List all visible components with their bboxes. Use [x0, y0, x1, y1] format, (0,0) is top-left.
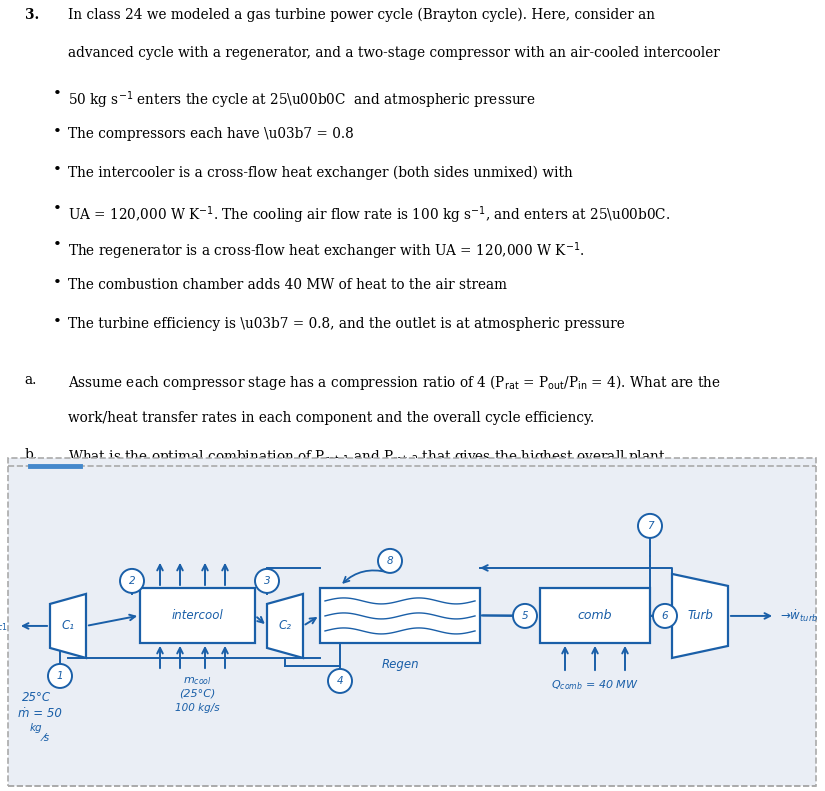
Text: b.: b.: [25, 448, 38, 461]
Text: The turbine efficiency is \u03b7 = 0.8, and the outlet is at atmospheric pressur: The turbine efficiency is \u03b7 = 0.8, …: [68, 316, 625, 331]
Text: →ẇ$_{turb}$: →ẇ$_{turb}$: [780, 607, 818, 624]
Text: ⁄s: ⁄s: [43, 733, 50, 743]
Text: In class 24 we modeled a gas turbine power cycle (Brayton cycle). Here, consider: In class 24 we modeled a gas turbine pow…: [68, 8, 655, 22]
Text: (25°C): (25°C): [179, 689, 215, 699]
Text: 1: 1: [57, 671, 64, 681]
Text: •: •: [53, 315, 61, 328]
Text: 2: 2: [129, 576, 135, 586]
Text: The intercooler is a cross-flow heat exchanger (both sides unmixed) with: The intercooler is a cross-flow heat exc…: [68, 166, 573, 180]
Text: 50 kg s$^{-1}$ enters the cycle at 25\u00b0C  and atmospheric pressure: 50 kg s$^{-1}$ enters the cycle at 25\u0…: [68, 89, 536, 111]
Text: The regenerator is a cross-flow heat exchanger with UA = 120,000 W K$^{-1}$.: The regenerator is a cross-flow heat exc…: [68, 240, 585, 262]
Text: 7: 7: [647, 521, 653, 531]
Text: efficiency? What is the efficiency in that case?: efficiency? What is the efficiency in th…: [68, 488, 389, 502]
Text: intercool: intercool: [172, 609, 224, 622]
Text: a.: a.: [25, 373, 37, 387]
Text: comb: comb: [578, 609, 612, 622]
Text: 8: 8: [387, 556, 394, 566]
Circle shape: [328, 669, 352, 693]
Circle shape: [638, 514, 662, 538]
Text: 6: 6: [662, 611, 668, 621]
Text: The compressors each have \u03b7 = 0.8: The compressors each have \u03b7 = 0.8: [68, 127, 354, 142]
Text: UA = 120,000 W K$^{-1}$. The cooling air flow rate is 100 kg s$^{-1}$, and enter: UA = 120,000 W K$^{-1}$. The cooling air…: [68, 204, 671, 225]
Circle shape: [653, 604, 677, 628]
Text: •: •: [53, 164, 61, 177]
Circle shape: [48, 664, 72, 688]
Text: kg: kg: [30, 723, 43, 733]
Text: What is the optimal combination of P$_{\rm rat,1}$ and P$_{\rm rat,2}$ that give: What is the optimal combination of P$_{\…: [68, 448, 666, 466]
Text: •: •: [53, 125, 61, 139]
Text: 4: 4: [337, 676, 343, 686]
Circle shape: [255, 569, 279, 593]
Polygon shape: [267, 594, 303, 658]
Bar: [140, 588, 255, 643]
Text: •: •: [53, 276, 61, 290]
Text: C₂: C₂: [279, 619, 291, 633]
Text: 100 kg/s: 100 kg/s: [175, 703, 219, 713]
Polygon shape: [50, 594, 86, 658]
Text: •: •: [53, 87, 61, 100]
Circle shape: [378, 549, 402, 573]
Text: Q̇$_{comb}$ = 40 MW: Q̇$_{comb}$ = 40 MW: [551, 678, 639, 692]
Bar: [540, 588, 650, 643]
Text: 3: 3: [264, 576, 271, 586]
Text: •: •: [53, 202, 61, 216]
Text: •: •: [53, 238, 61, 252]
Text: ẇ$_{c1}$: ẇ$_{c1}$: [0, 619, 8, 633]
Bar: [320, 588, 480, 643]
Text: work/heat transfer rates in each component and the overall cycle efficiency.: work/heat transfer rates in each compone…: [68, 411, 595, 426]
Polygon shape: [672, 574, 728, 658]
Circle shape: [513, 604, 537, 628]
Text: 3.: 3.: [25, 8, 39, 22]
Text: 25°C: 25°C: [22, 691, 51, 704]
Text: C₁: C₁: [62, 619, 74, 633]
Text: Assume each compressor stage has a compression ratio of 4 (P$_{\rm rat}$ = P$_{\: Assume each compressor stage has a compr…: [68, 373, 721, 392]
Text: ṁ = 50: ṁ = 50: [18, 707, 62, 720]
Text: advanced cycle with a regenerator, and a two-stage compressor with an air-cooled: advanced cycle with a regenerator, and a…: [68, 46, 720, 60]
Text: 5: 5: [521, 611, 528, 621]
Text: Regen: Regen: [381, 658, 419, 671]
Text: The combustion chamber adds 40 MW of heat to the air stream: The combustion chamber adds 40 MW of hea…: [68, 278, 507, 293]
Text: Turb: Turb: [687, 609, 713, 623]
Text: m$_{cool}$: m$_{cool}$: [182, 675, 211, 687]
Circle shape: [120, 569, 144, 593]
